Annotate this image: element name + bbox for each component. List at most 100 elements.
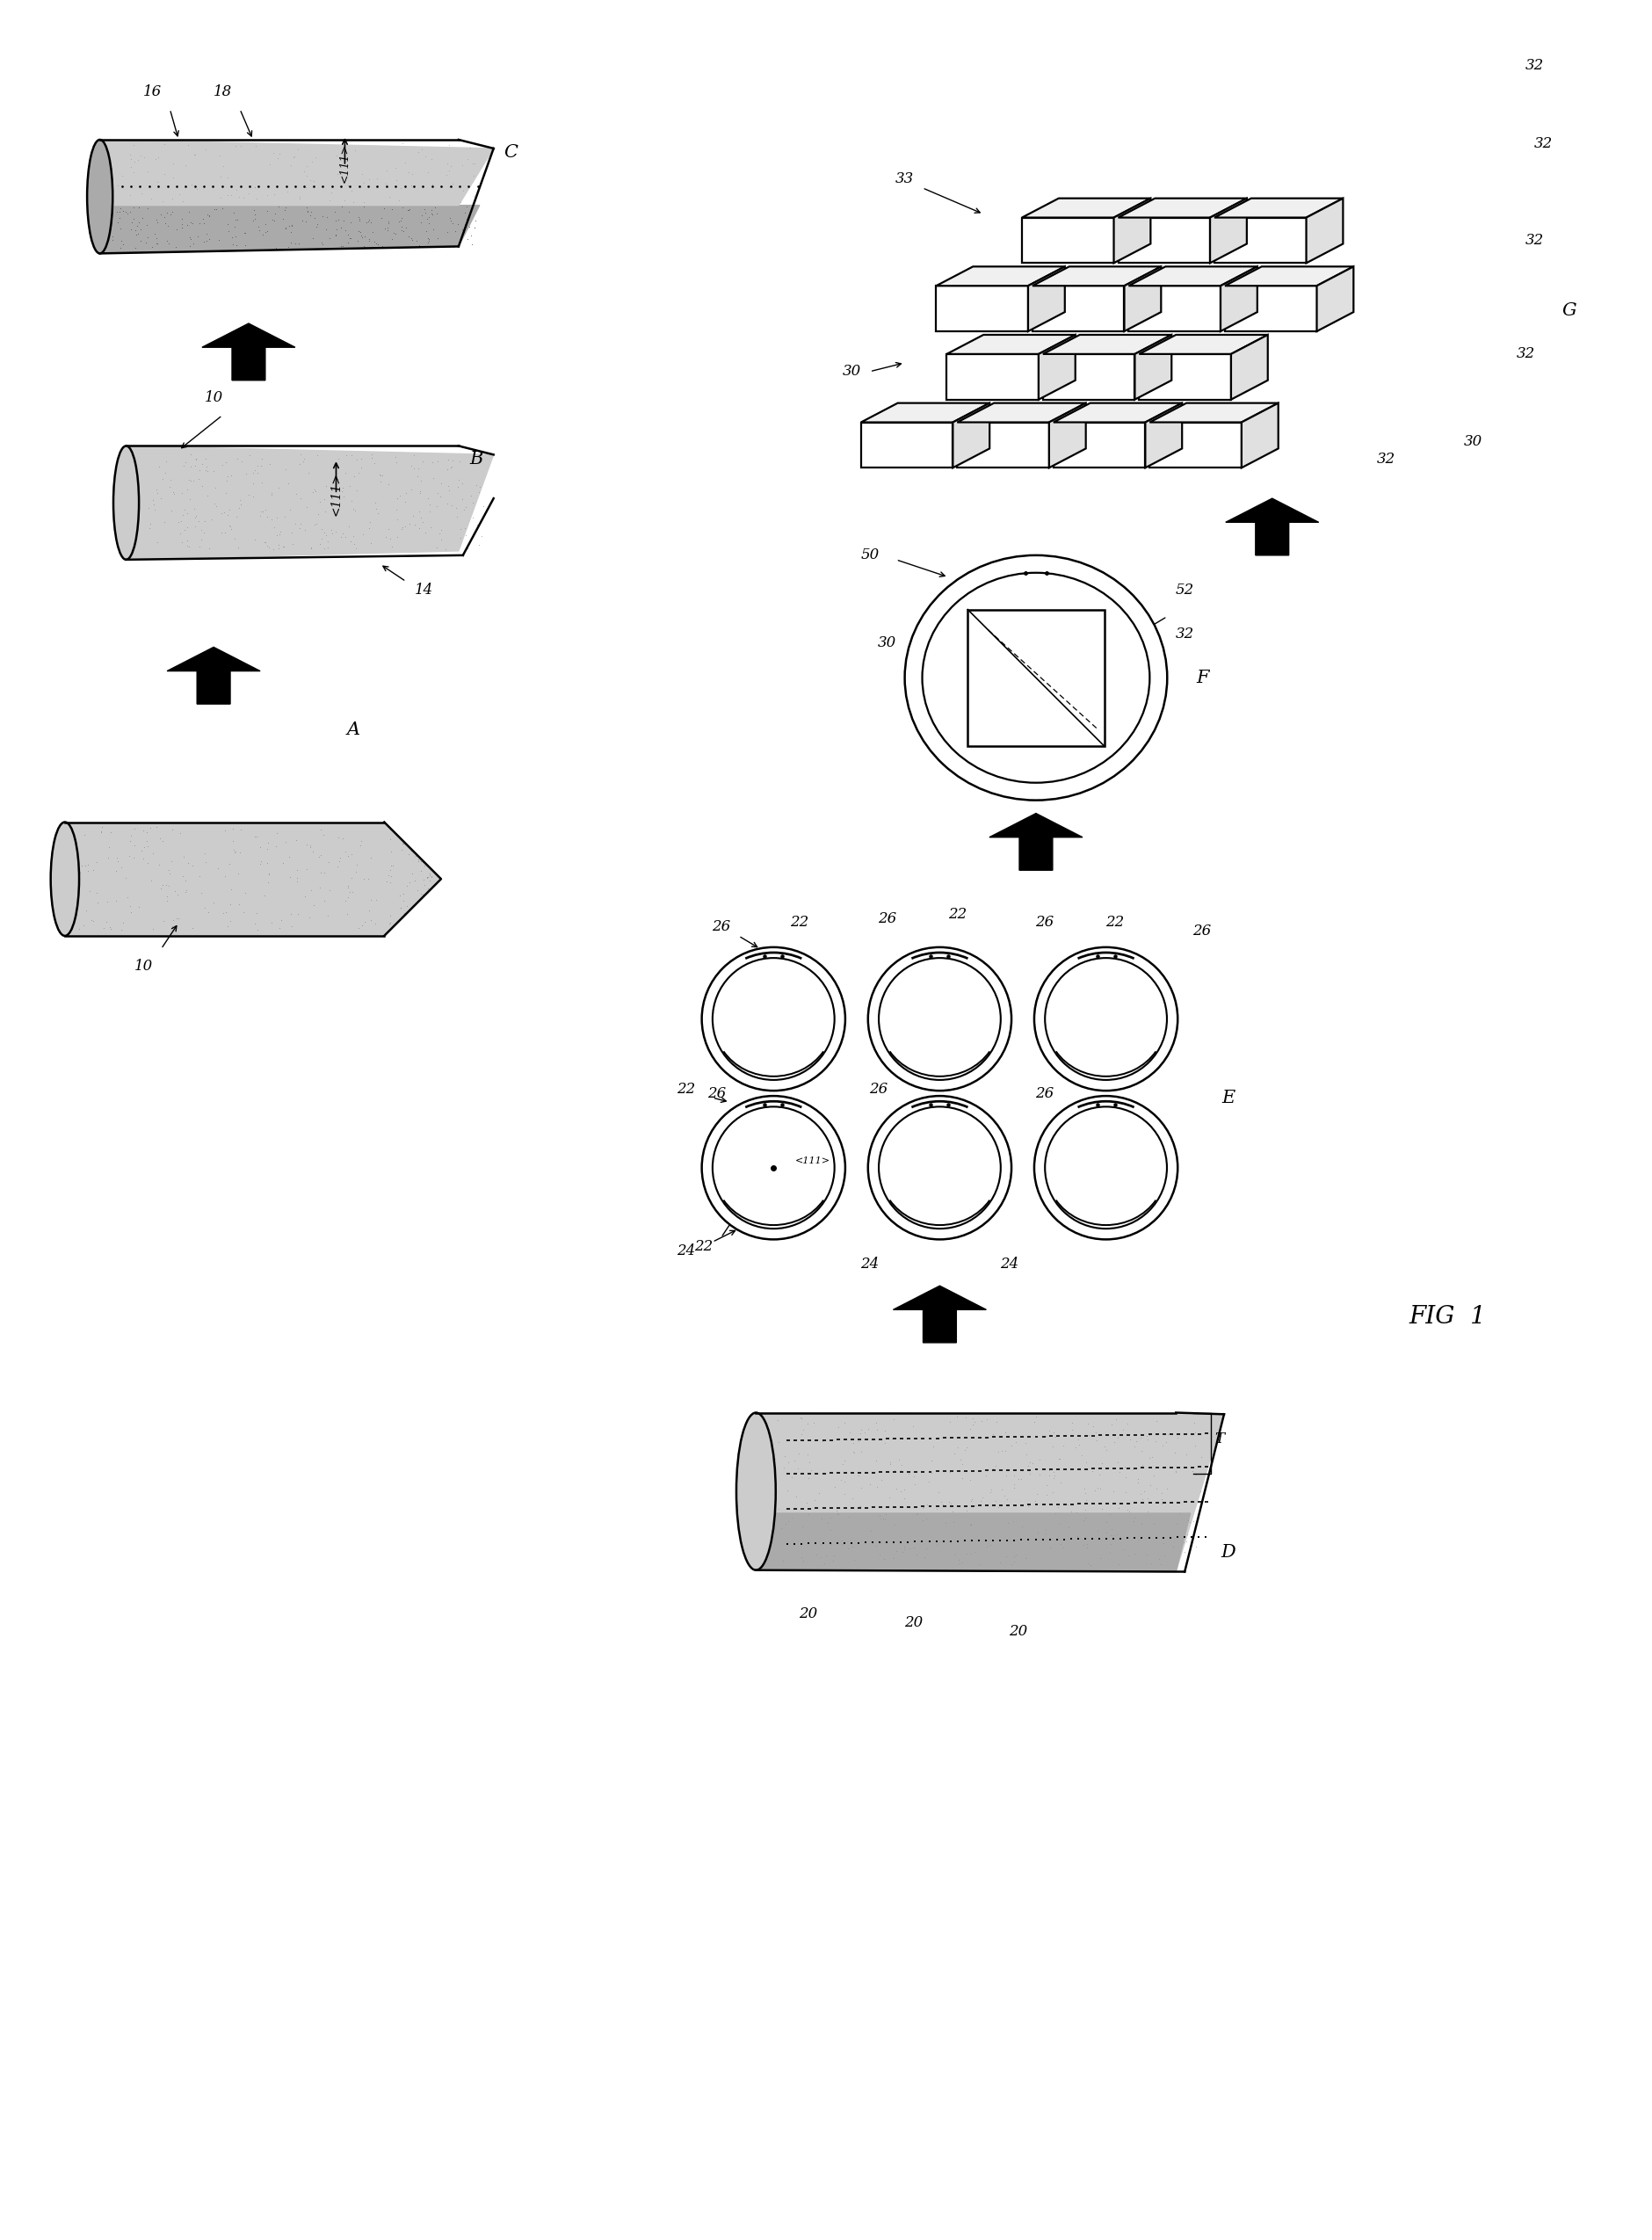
Polygon shape (957, 403, 1085, 423)
Polygon shape (1032, 267, 1160, 287)
Polygon shape (1224, 267, 1353, 287)
Text: 26: 26 (877, 912, 895, 925)
Polygon shape (1032, 287, 1123, 332)
Polygon shape (1021, 217, 1113, 262)
Polygon shape (1037, 334, 1075, 399)
Polygon shape (947, 354, 1037, 399)
Text: 26: 26 (707, 1086, 725, 1100)
Ellipse shape (88, 139, 112, 253)
Ellipse shape (702, 948, 844, 1091)
Ellipse shape (114, 446, 139, 560)
Text: 26: 26 (869, 1082, 887, 1095)
Text: G: G (1561, 302, 1576, 318)
Ellipse shape (51, 822, 79, 936)
Text: 30: 30 (1464, 435, 1482, 448)
Text: 32: 32 (1376, 452, 1394, 466)
Text: FIG  1: FIG 1 (1408, 1304, 1485, 1328)
Text: 22: 22 (947, 907, 966, 921)
Polygon shape (1219, 267, 1257, 332)
Polygon shape (383, 822, 441, 936)
Text: 32: 32 (1533, 137, 1551, 152)
Text: 30: 30 (877, 636, 895, 650)
Text: 30: 30 (843, 365, 861, 379)
Text: 26: 26 (1193, 923, 1211, 939)
Ellipse shape (1034, 1095, 1178, 1239)
Ellipse shape (702, 1095, 844, 1239)
Polygon shape (1052, 403, 1181, 423)
Polygon shape (1028, 267, 1064, 332)
Text: 22: 22 (790, 916, 809, 930)
Polygon shape (1128, 267, 1257, 287)
Polygon shape (1118, 199, 1246, 217)
Polygon shape (126, 446, 494, 560)
Text: 33: 33 (895, 172, 914, 186)
Text: B: B (469, 450, 482, 468)
Polygon shape (952, 403, 990, 468)
Text: C: C (504, 143, 517, 161)
Polygon shape (1123, 267, 1160, 332)
Polygon shape (99, 139, 494, 206)
Text: F: F (1194, 670, 1208, 685)
Polygon shape (1214, 217, 1305, 262)
Text: 26: 26 (1034, 916, 1054, 930)
Polygon shape (966, 609, 1104, 746)
Polygon shape (1145, 403, 1181, 468)
Polygon shape (861, 423, 952, 468)
Text: D: D (1221, 1543, 1236, 1561)
Polygon shape (1305, 199, 1343, 262)
Text: 20: 20 (904, 1615, 922, 1631)
Polygon shape (935, 267, 1064, 287)
Text: 14: 14 (415, 582, 433, 598)
Polygon shape (957, 423, 1049, 468)
Text: 24: 24 (999, 1257, 1019, 1272)
Text: 24: 24 (676, 1243, 695, 1259)
Polygon shape (1021, 199, 1150, 217)
Text: 22: 22 (676, 1082, 695, 1095)
Polygon shape (1214, 199, 1343, 217)
Text: 20: 20 (800, 1606, 818, 1622)
Polygon shape (1138, 354, 1231, 399)
Polygon shape (1138, 334, 1267, 354)
Text: 24: 24 (861, 1257, 879, 1272)
Text: <111>: <111> (330, 473, 342, 515)
FancyArrow shape (202, 323, 296, 381)
Text: T: T (1214, 1431, 1224, 1447)
Ellipse shape (904, 556, 1166, 800)
Polygon shape (1128, 287, 1219, 332)
Polygon shape (861, 403, 990, 423)
Text: E: E (1221, 1089, 1234, 1107)
Polygon shape (755, 1514, 1189, 1572)
Text: 50: 50 (861, 549, 879, 562)
Text: 16: 16 (144, 85, 162, 99)
Polygon shape (935, 287, 1028, 332)
Text: 52: 52 (1175, 582, 1193, 598)
Polygon shape (1150, 423, 1241, 468)
Text: 22: 22 (694, 1239, 712, 1254)
Polygon shape (64, 822, 383, 936)
Polygon shape (1231, 334, 1267, 399)
Text: 10: 10 (205, 390, 223, 405)
Polygon shape (755, 1413, 1224, 1572)
Polygon shape (1118, 217, 1209, 262)
Polygon shape (1042, 334, 1171, 354)
Polygon shape (1209, 199, 1246, 262)
Text: <111>: <111> (339, 143, 350, 184)
Text: 32: 32 (1525, 58, 1543, 72)
Polygon shape (1042, 354, 1135, 399)
Text: 10: 10 (134, 959, 154, 974)
Ellipse shape (867, 948, 1011, 1091)
Polygon shape (1052, 423, 1145, 468)
Text: 26: 26 (712, 921, 730, 934)
Text: 20: 20 (1009, 1624, 1028, 1640)
Text: 32: 32 (1517, 347, 1535, 361)
Ellipse shape (1034, 948, 1178, 1091)
Ellipse shape (735, 1413, 775, 1570)
Text: 22: 22 (1105, 916, 1123, 930)
Polygon shape (1241, 403, 1277, 468)
Text: <111>: <111> (795, 1156, 831, 1165)
Polygon shape (947, 334, 1075, 354)
Text: A: A (347, 721, 360, 739)
FancyArrow shape (167, 647, 259, 703)
Polygon shape (99, 206, 479, 253)
Polygon shape (1113, 199, 1150, 262)
